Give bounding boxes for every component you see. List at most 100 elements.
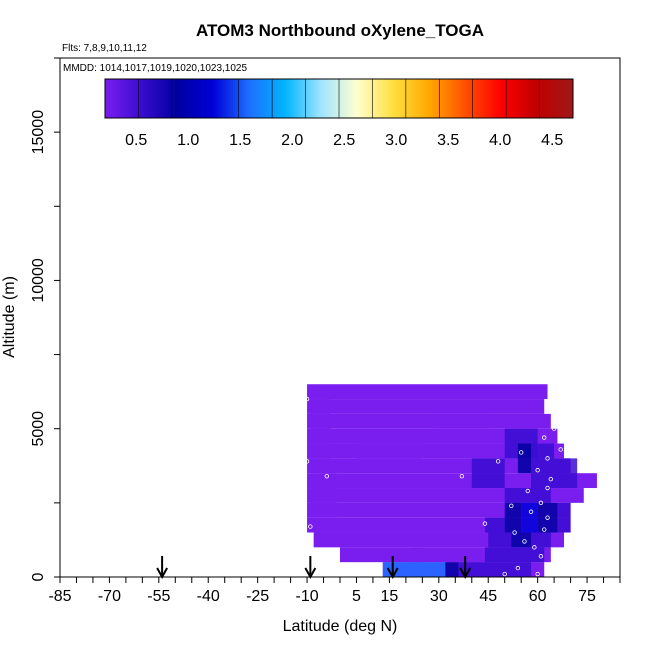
sample-point xyxy=(548,562,554,568)
sample-point xyxy=(532,545,537,550)
heatmap-cell xyxy=(307,458,571,474)
sample-point xyxy=(308,524,313,529)
sample-point xyxy=(324,473,330,479)
dates-note: MMDD: 1014,1017,1019,1020,1023,1025 xyxy=(63,63,247,74)
sample-point xyxy=(482,521,488,526)
y-tick-label: 15000 xyxy=(30,110,47,155)
heatmap-cell xyxy=(484,547,545,563)
y-axis-label: Altitude (m) xyxy=(1,276,18,358)
sample-point xyxy=(545,456,550,461)
profile-arrow xyxy=(304,556,317,580)
flights-note: Flts: 7,8,9,10,11,12 xyxy=(62,43,147,54)
heatmap-cell xyxy=(517,443,532,474)
heatmap-cell xyxy=(557,502,571,533)
sample-point xyxy=(548,393,554,399)
sample-point xyxy=(535,468,540,473)
heatmap-cell xyxy=(484,562,532,577)
heatmap-cell xyxy=(307,384,548,400)
x-axis: -85 -70 -55 -40 -25 -10 5 15 30 45 60 75 xyxy=(48,577,621,605)
x-tick-label: 75 xyxy=(578,588,596,605)
x-tick-label: 45 xyxy=(479,588,497,605)
sample-point xyxy=(538,554,544,559)
heatmap-cell xyxy=(521,502,538,533)
heatmap-cell xyxy=(458,562,485,577)
sample-point xyxy=(502,571,507,577)
colorbar-tick-label: 3.0 xyxy=(385,132,407,149)
sample-points xyxy=(304,393,563,577)
heatmap-cell xyxy=(531,443,555,489)
colorbar-tick-label: 2.5 xyxy=(333,132,355,149)
heatmap-cell xyxy=(356,443,423,459)
chart-title: ATOM3 Northbound oXylene_TOGA xyxy=(196,21,484,40)
heatmap-cell xyxy=(419,562,446,577)
sample-point xyxy=(542,435,547,440)
sample-point xyxy=(535,571,540,577)
heatmap-cell xyxy=(554,458,578,489)
sample-point xyxy=(515,565,521,571)
x-axis-label: Latitude (deg N) xyxy=(283,618,398,635)
sample-point xyxy=(459,473,465,479)
heatmap-cell xyxy=(307,413,551,429)
sample-point xyxy=(558,447,563,452)
heatmap-cell xyxy=(307,399,545,414)
heatmap-cell xyxy=(310,473,337,518)
colorbar-frame xyxy=(104,78,574,119)
colorbar-tick-label: 1.5 xyxy=(229,132,251,149)
colorbar-tick-label: 4.5 xyxy=(541,132,563,149)
colorbar-tick-label: 2.0 xyxy=(281,132,303,149)
heatmap-cell xyxy=(307,473,597,489)
colorbar-tick-label: 3.5 xyxy=(437,132,459,149)
sample-point xyxy=(551,426,557,431)
x-tick-label: -55 xyxy=(147,588,170,605)
colorbar-tick-label: 4.0 xyxy=(489,132,511,149)
x-tick-label: -25 xyxy=(246,588,269,605)
sample-point xyxy=(528,509,534,514)
x-tick-label: -40 xyxy=(197,588,220,605)
sample-point xyxy=(304,396,310,402)
x-tick-label: -70 xyxy=(98,588,121,605)
colorbar: 0.5 1.0 1.5 2.0 2.5 3.0 3.5 4.0 4.5 xyxy=(104,78,574,149)
sample-point xyxy=(525,488,530,494)
sample-point xyxy=(548,568,554,574)
x-tick-label: 5 xyxy=(352,588,361,605)
heatmap-cell xyxy=(432,413,489,429)
y-tick-label: 0 xyxy=(30,572,47,581)
heatmap-cell xyxy=(412,547,426,563)
y-tick-label: 5000 xyxy=(30,411,47,447)
y-tick-label: 10000 xyxy=(30,258,47,303)
x-tick-label: 30 xyxy=(430,588,448,605)
sample-point xyxy=(509,503,514,509)
heatmap-cell xyxy=(504,502,522,533)
sample-point xyxy=(545,515,550,520)
colorbar-tick-label: 1.0 xyxy=(177,132,199,149)
heatmap-cell xyxy=(396,562,420,577)
profile-arrow xyxy=(156,556,168,580)
heatmap-cell xyxy=(537,502,558,533)
sample-point xyxy=(542,527,547,532)
y-axis: 0 5000 10000 15000 xyxy=(30,57,60,581)
sample-point xyxy=(538,500,544,506)
heatmap-cell xyxy=(307,428,558,444)
x-tick-label: 60 xyxy=(529,588,547,605)
heatmap-cell xyxy=(511,532,532,548)
x-tick-label: 15 xyxy=(381,588,399,605)
sample-point xyxy=(518,450,524,455)
sample-point xyxy=(512,530,517,535)
sample-point xyxy=(304,459,310,464)
sample-point xyxy=(522,539,527,544)
heatmap-cell xyxy=(310,399,331,459)
x-tick-label: -85 xyxy=(48,588,71,605)
heatmap-cells xyxy=(307,384,597,577)
heatmap-cell xyxy=(531,532,551,548)
heatmap-cell xyxy=(484,517,505,533)
heatmap-cell xyxy=(488,532,512,548)
heatmap-cell xyxy=(504,488,551,503)
sample-point xyxy=(495,459,501,464)
heatmap-cell xyxy=(471,458,505,489)
sample-point xyxy=(548,476,554,482)
sample-point xyxy=(551,551,557,556)
colorbar-tick-label: 0.5 xyxy=(125,132,147,149)
heatmap-cell xyxy=(445,562,459,577)
x-tick-label: -10 xyxy=(295,588,318,605)
